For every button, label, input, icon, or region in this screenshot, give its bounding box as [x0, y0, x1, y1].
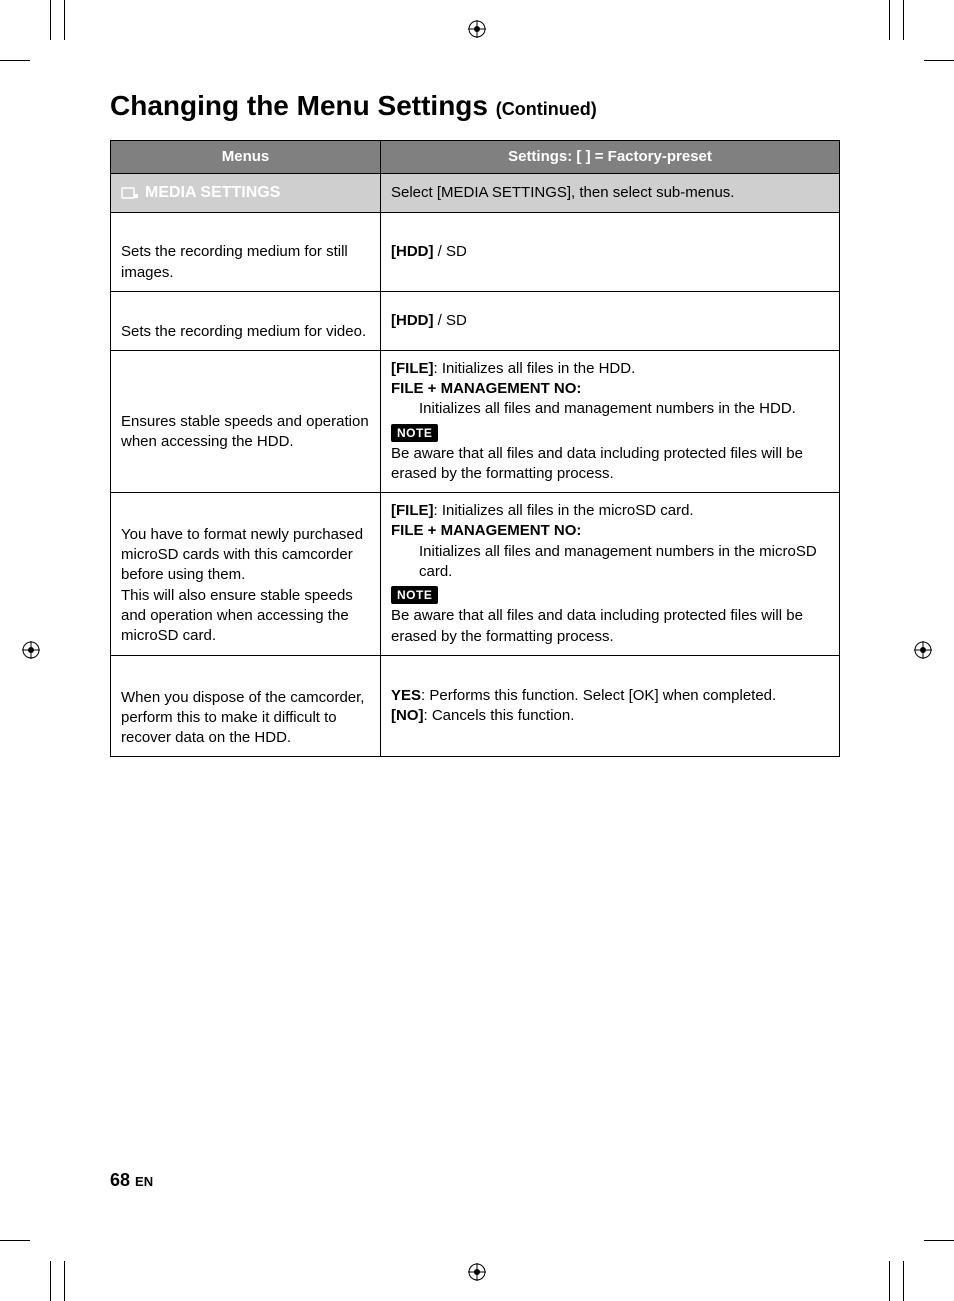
table-header-row: Menus Settings: [ ] = Factory-preset: [111, 141, 840, 174]
setting-default: [HDD]: [391, 312, 434, 329]
section-right: Select [MEDIA SETTINGS], then select sub…: [381, 174, 840, 213]
row-title: FORMAT HDD: [145, 390, 251, 412]
row-right: YES: Performs this function. Select [OK]…: [381, 655, 840, 756]
setting-default: [HDD]: [391, 243, 434, 260]
file-text: : Initializes all files in the microSD c…: [434, 502, 694, 519]
row-title: FORMAT SD CARD: [145, 503, 290, 525]
note-text: Be aware that all files and data includi…: [391, 606, 829, 647]
page-number: 68 EN: [110, 1170, 153, 1191]
note-badge: NOTE: [391, 424, 438, 442]
page-title: Changing the Menu Settings (Continued): [110, 90, 840, 122]
page-content: Changing the Menu Settings (Continued) M…: [110, 90, 840, 757]
no-text: : Cancels this function.: [424, 707, 575, 724]
table-row: SD FORMAT SD CARD You have to format new…: [111, 493, 840, 656]
note-text: Be aware that all files and data includi…: [391, 444, 829, 485]
row-left: HD DELETE DATA ON HDD When you dispose o…: [111, 655, 381, 756]
mgmt-text: Initializes all files and management num…: [391, 399, 829, 419]
video-media-icon: [121, 304, 139, 318]
page-lang: EN: [135, 1174, 153, 1189]
title-main: Changing the Menu Settings: [110, 90, 488, 121]
page-number-value: 68: [110, 1170, 130, 1190]
mgmt-label: FILE + MANAGEMENT NO: [391, 522, 576, 539]
row-title: REC MEDIA FOR VIDEO: [145, 300, 327, 322]
setting-rest: / SD: [434, 243, 467, 260]
yes-text: : Performs this function. Select [OK] wh…: [421, 687, 776, 704]
menu-settings-table: Menus Settings: [ ] = Factory-preset MED…: [110, 140, 840, 757]
svg-text:HD: HD: [131, 676, 139, 682]
no-label: [NO]: [391, 707, 424, 724]
registration-mark-icon: [22, 641, 40, 659]
row-desc: When you dispose of the camcorder, perfo…: [121, 688, 370, 749]
row-title: DELETE DATA ON HDD: [145, 666, 322, 688]
row-desc: You have to format newly purchased micro…: [121, 525, 370, 647]
row-desc: Sets the recording medium for still imag…: [121, 242, 370, 283]
yes-label: YES: [391, 687, 421, 704]
row-title: REC MEDIA FOR IMAGE: [145, 221, 329, 243]
row-left: REC MEDIA FOR VIDEO Sets the recording m…: [111, 291, 381, 350]
file-label: [FILE]: [391, 502, 434, 519]
table-row: REC MEDIA FOR IMAGE Sets the recording m…: [111, 212, 840, 291]
registration-mark-icon: [468, 20, 486, 38]
section-row-media-settings: MEDIA SETTINGS Select [MEDIA SETTINGS], …: [111, 174, 840, 213]
table-row: HD FORMAT HDD Ensures stable speeds and …: [111, 350, 840, 492]
table-row: REC MEDIA FOR VIDEO Sets the recording m…: [111, 291, 840, 350]
header-settings: Settings: [ ] = Factory-preset: [381, 141, 840, 174]
media-settings-icon: [121, 186, 139, 200]
row-left: REC MEDIA FOR IMAGE Sets the recording m…: [111, 212, 381, 291]
svg-text:SD: SD: [131, 513, 138, 519]
header-menus: Menus: [111, 141, 381, 174]
row-desc: Ensures stable speeds and operation when…: [121, 412, 370, 453]
row-right: [HDD] / SD: [381, 212, 840, 291]
image-media-icon: [121, 225, 139, 239]
delete-hdd-icon: HD: [121, 670, 139, 684]
setting-rest: / SD: [434, 312, 467, 329]
file-text: : Initializes all files in the HDD.: [434, 360, 636, 377]
format-hdd-icon: HD: [121, 394, 139, 408]
file-label: [FILE]: [391, 360, 434, 377]
format-sd-icon: SD: [121, 507, 139, 521]
table-row: HD DELETE DATA ON HDD When you dispose o…: [111, 655, 840, 756]
section-title: MEDIA SETTINGS: [145, 182, 280, 204]
registration-mark-icon: [468, 1263, 486, 1281]
row-desc: Sets the recording medium for video.: [121, 322, 370, 342]
note-badge: NOTE: [391, 586, 438, 604]
registration-mark-icon: [914, 641, 932, 659]
svg-text:HD: HD: [131, 400, 139, 406]
mgmt-text: Initializes all files and management num…: [391, 542, 829, 583]
row-right: [FILE]: Initializes all files in the HDD…: [381, 350, 840, 492]
row-right: [FILE]: Initializes all files in the mic…: [381, 493, 840, 656]
row-left: HD FORMAT HDD Ensures stable speeds and …: [111, 350, 381, 492]
row-left: SD FORMAT SD CARD You have to format new…: [111, 493, 381, 656]
title-continued: (Continued): [496, 99, 597, 119]
row-right: [HDD] / SD: [381, 291, 840, 350]
mgmt-label: FILE + MANAGEMENT NO: [391, 380, 576, 397]
section-left: MEDIA SETTINGS: [111, 174, 381, 213]
